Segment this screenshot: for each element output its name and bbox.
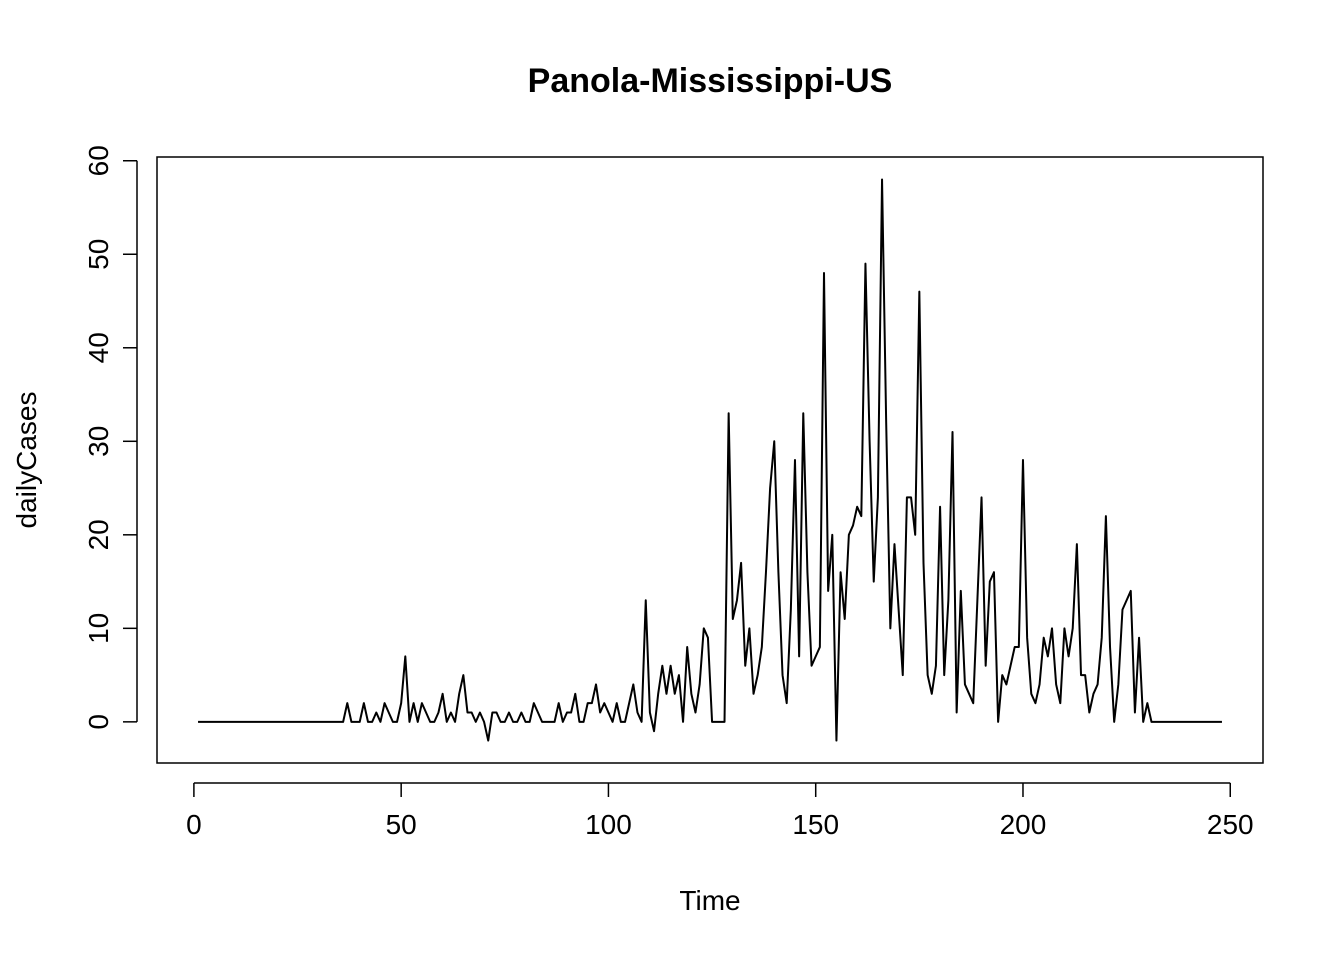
y-tick-label: 40 xyxy=(83,332,114,363)
x-tick-label: 150 xyxy=(792,809,839,840)
x-tick-label: 250 xyxy=(1207,809,1254,840)
y-tick-label: 20 xyxy=(83,519,114,550)
x-axis: 0 50 100 150 200 250 xyxy=(186,782,1254,840)
plot-frame xyxy=(156,156,1264,764)
x-tick-label: 100 xyxy=(585,809,632,840)
x-axis-label: Time xyxy=(679,885,740,916)
x-tick-label: 200 xyxy=(1000,809,1047,840)
series-line-dailycases xyxy=(198,178,1222,742)
y-tick-label: 30 xyxy=(83,426,114,457)
y-tick-label: 50 xyxy=(83,239,114,270)
y-tick-label: 10 xyxy=(83,613,114,644)
x-tick-label: 0 xyxy=(186,809,202,840)
chart-title: Panola-Mississippi-US xyxy=(528,62,893,100)
y-tick-label: 0 xyxy=(83,714,114,730)
x-tick-label: 50 xyxy=(386,809,417,840)
y-axis-label: dailyCases xyxy=(11,392,42,529)
y-axis: 0 10 20 30 40 50 60 xyxy=(83,145,138,730)
y-tick-label: 60 xyxy=(83,145,114,176)
